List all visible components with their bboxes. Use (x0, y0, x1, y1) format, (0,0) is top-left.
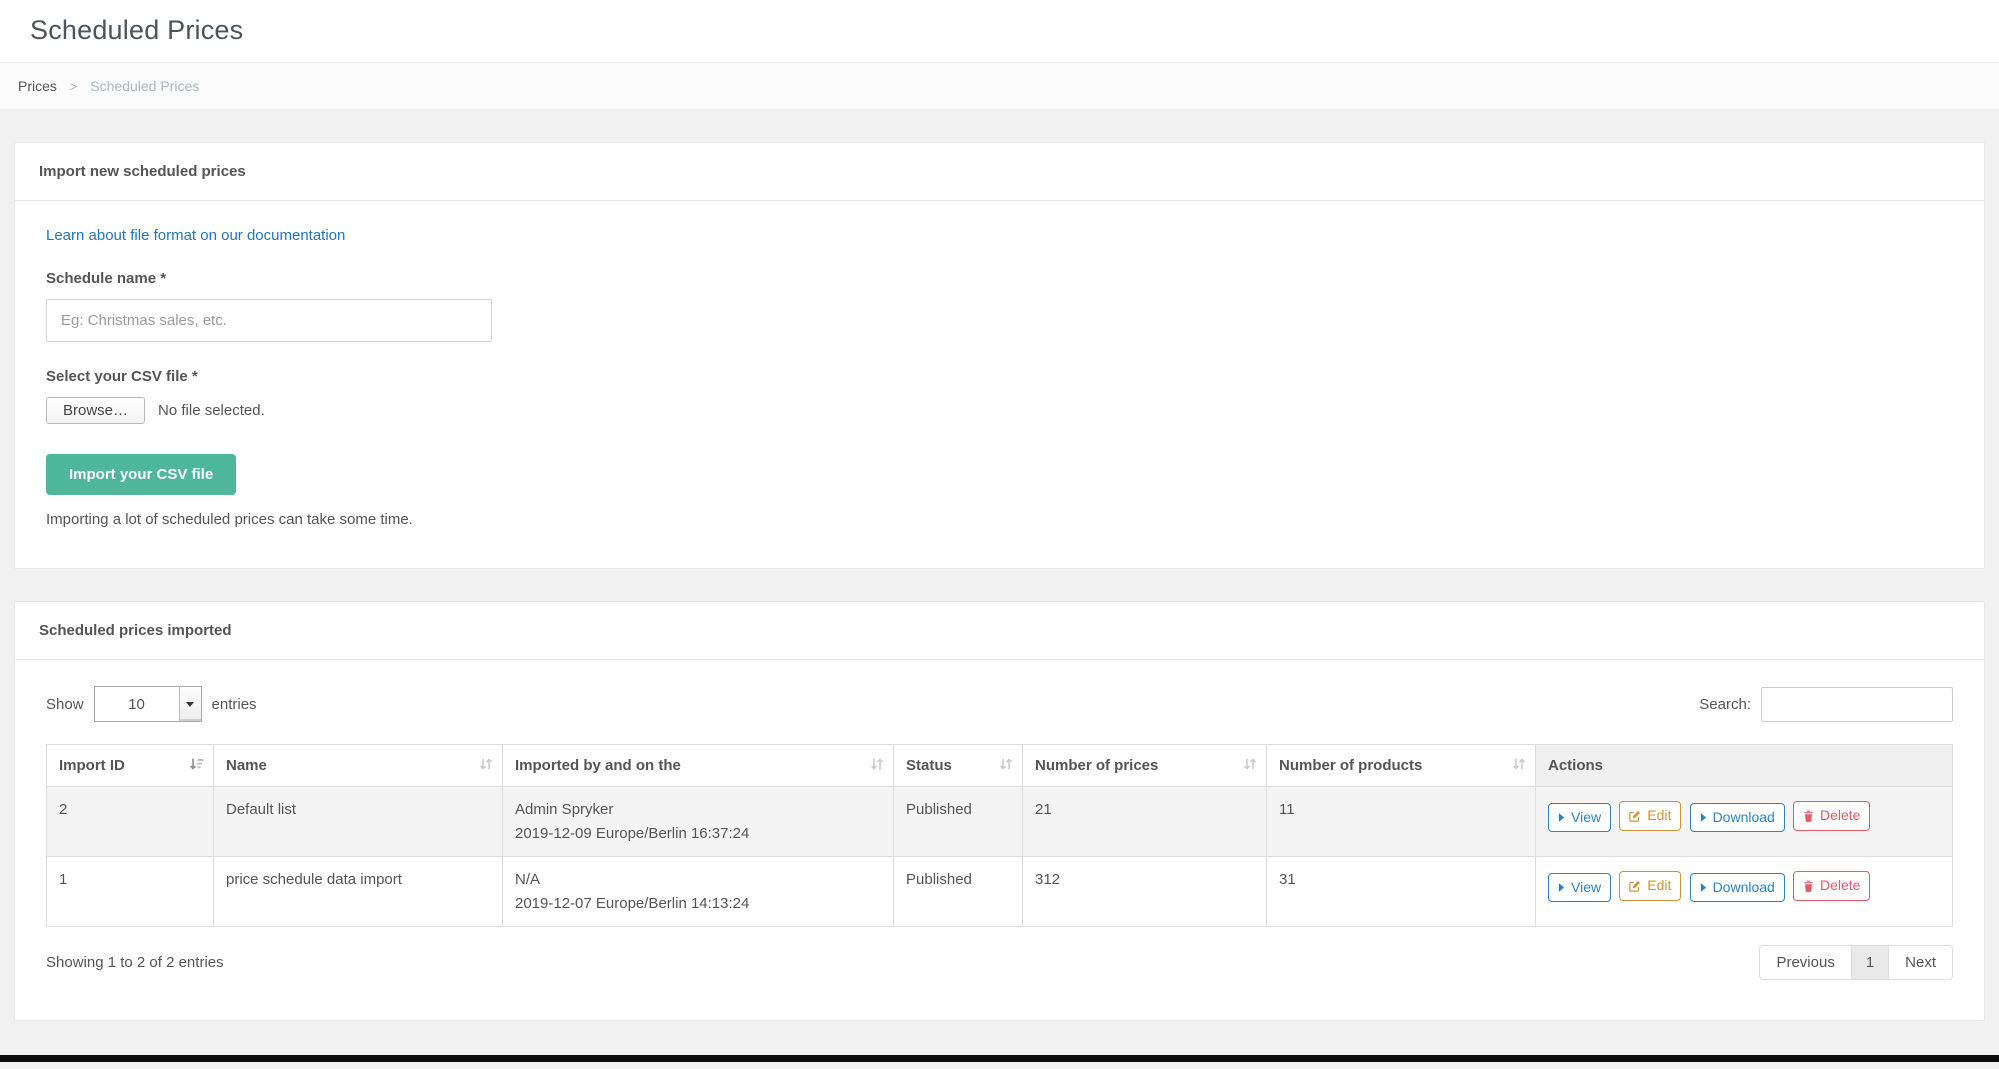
entries-label: entries (211, 695, 257, 713)
csv-file-label: Select your CSV file * (46, 368, 198, 385)
page-length-select[interactable]: 10 (93, 686, 202, 722)
delete-button[interactable]: Delete (1793, 801, 1871, 831)
edit-button[interactable]: Edit (1619, 871, 1682, 901)
page-title: Scheduled Prices (30, 15, 244, 45)
breadcrumb: Prices > Scheduled Prices (0, 62, 1999, 110)
view-button[interactable]: View (1548, 802, 1612, 833)
search-label: Search: (1699, 695, 1751, 713)
imported-list-panel: Scheduled prices imported Show 10 entrie… (14, 601, 1985, 1021)
search-control: Search: (1699, 686, 1953, 722)
download-button[interactable]: Download (1689, 802, 1785, 833)
cell-imported-by: N/A 2019-12-07 Europe/Berlin 14:13:24 (502, 856, 894, 927)
scheduled-prices-table: Import ID Name (46, 744, 1953, 927)
cell-number-of-products: 31 (1266, 856, 1536, 927)
sort-desc-icon (189, 757, 204, 774)
column-header-actions: Actions (1535, 744, 1953, 787)
dropdown-arrow-icon (178, 687, 201, 721)
column-header-name[interactable]: Name (213, 744, 503, 787)
pencil-square-icon (1629, 880, 1641, 892)
sort-both-icon (870, 757, 884, 774)
pencil-square-icon (1629, 810, 1641, 822)
cell-number-of-products: 11 (1266, 786, 1536, 857)
schedule-name-label: Schedule name * (46, 270, 167, 287)
browse-button[interactable]: Browse… (46, 397, 146, 424)
sort-both-icon (479, 757, 493, 774)
table-row: 1 price schedule data import N/A 2019-12… (46, 856, 1953, 927)
delete-button[interactable]: Delete (1793, 871, 1871, 901)
column-header-imported-by[interactable]: Imported by and on the (502, 744, 894, 787)
column-header-status[interactable]: Status (893, 744, 1023, 787)
schedule-name-input[interactable] (46, 299, 492, 342)
breadcrumb-separator-icon: > (69, 79, 78, 94)
pagination-next-button[interactable]: Next (1888, 945, 1953, 980)
sort-both-icon (999, 757, 1013, 774)
file-input-row: Browse… No file selected. (46, 397, 1953, 424)
bottom-edge-bar (0, 1055, 1999, 1062)
table-footer: Showing 1 to 2 of 2 entries Previous 1 N… (46, 945, 1953, 980)
import-panel-body: Learn about file format on our documenta… (15, 201, 1984, 568)
sort-both-icon (1512, 757, 1526, 774)
breadcrumb-item-prices[interactable]: Prices (18, 78, 57, 94)
pagination: Previous 1 Next (1759, 945, 1953, 980)
pagination-page-1-button[interactable]: 1 (1850, 945, 1890, 980)
table-controls: Show 10 entries Search: (46, 686, 1953, 722)
trash-icon (1804, 810, 1813, 822)
trash-icon (1804, 880, 1813, 892)
show-label: Show (46, 695, 84, 713)
page-background (0, 1021, 1999, 1045)
cell-name: price schedule data import (213, 856, 503, 927)
cell-imported-by: Admin Spryker 2019-12-09 Europe/Berlin 1… (502, 786, 894, 857)
showing-entries-text: Showing 1 to 2 of 2 entries (46, 954, 224, 971)
page-length-control: Show 10 entries (46, 686, 257, 722)
breadcrumb-item-scheduled-prices: Scheduled Prices (90, 78, 200, 94)
file-status-text: No file selected. (158, 402, 265, 419)
cell-import-id: 2 (46, 786, 214, 857)
edit-button[interactable]: Edit (1619, 801, 1682, 831)
import-panel-title: Import new scheduled prices (15, 143, 1984, 201)
import-note: Importing a lot of scheduled prices can … (46, 511, 413, 528)
cell-status: Published (893, 786, 1023, 857)
import-panel: Import new scheduled prices Learn about … (14, 142, 1985, 569)
column-header-number-of-products[interactable]: Number of products (1266, 744, 1536, 787)
cell-number-of-prices: 312 (1022, 856, 1267, 927)
pagination-previous-button[interactable]: Previous (1759, 945, 1852, 980)
caret-right-icon (1558, 812, 1565, 822)
cell-actions: View Edit Download (1535, 786, 1953, 857)
download-button[interactable]: Download (1689, 872, 1785, 903)
view-button[interactable]: View (1548, 872, 1612, 903)
cell-name: Default list (213, 786, 503, 857)
imported-list-panel-body: Show 10 entries Search: (15, 660, 1984, 1020)
import-csv-button[interactable]: Import your CSV file (46, 454, 237, 495)
page-header: Scheduled Prices (0, 0, 1999, 62)
column-header-import-id[interactable]: Import ID (46, 744, 214, 787)
cell-number-of-prices: 21 (1022, 786, 1267, 857)
cell-import-id: 1 (46, 856, 214, 927)
cell-status: Published (893, 856, 1023, 927)
search-input[interactable] (1761, 686, 1953, 722)
table-header-row: Import ID Name (46, 744, 1953, 787)
column-header-number-of-prices[interactable]: Number of prices (1022, 744, 1267, 787)
documentation-link[interactable]: Learn about file format on our documenta… (46, 227, 346, 244)
imported-list-panel-title: Scheduled prices imported (15, 602, 1984, 660)
sort-both-icon (1243, 757, 1257, 774)
page-length-value: 10 (128, 695, 145, 713)
caret-right-icon (1700, 812, 1706, 822)
caret-right-icon (1700, 882, 1706, 892)
cell-actions: View Edit Download (1535, 856, 1953, 927)
table-row: 2 Default list Admin Spryker 2019-12-09 … (46, 786, 1953, 857)
caret-right-icon (1558, 882, 1565, 892)
